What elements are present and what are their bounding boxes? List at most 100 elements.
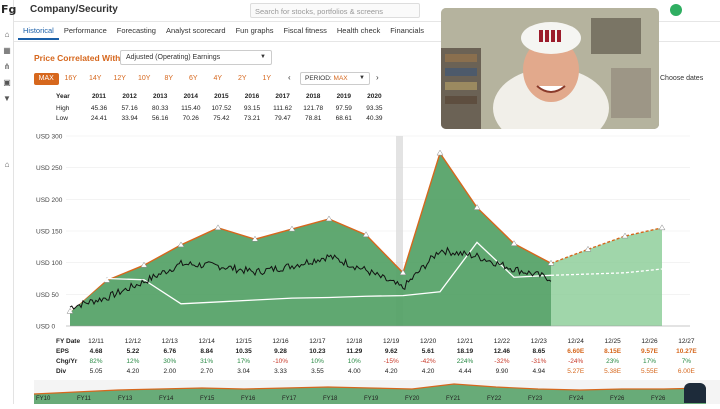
tab-analyst-scorecard[interactable]: Analyst scorecard xyxy=(165,26,226,35)
avatar[interactable] xyxy=(670,4,682,16)
home-icon[interactable]: ⌂ xyxy=(4,30,10,39)
low-cell: 33.94 xyxy=(121,115,138,122)
div-cell: 3.55 xyxy=(311,368,324,375)
fy-date-label: FY Date xyxy=(56,338,81,345)
chevron-down-icon: ▼ xyxy=(260,54,266,60)
period-select[interactable]: PERIOD: MAX ▼ xyxy=(300,72,370,85)
fair-value-marker[interactable] xyxy=(473,204,481,210)
tab-fiscal-fitness[interactable]: Fiscal fitness xyxy=(283,26,327,35)
fair-value-marker[interactable] xyxy=(547,259,555,266)
eps-cell: 5.22 xyxy=(126,348,140,355)
metric-select[interactable]: Adjusted (Operating) Earnings ▼ xyxy=(120,50,272,65)
price-chart[interactable]: USD 300 USD 250 USD 200 USD 150 USD 100 USD 5… xyxy=(0,128,720,338)
home-secondary-icon[interactable]: ⌂ xyxy=(4,160,10,169)
prev-arrow-icon[interactable]: ‹ xyxy=(288,73,291,82)
div-cell: 4.94 xyxy=(532,368,546,375)
fair-value-marker[interactable] xyxy=(510,240,518,246)
eps-cell: 9.57E xyxy=(641,348,658,355)
tab-historical[interactable]: Historical xyxy=(18,24,59,40)
range-1y[interactable]: 1Y xyxy=(262,75,272,82)
fair-value-marker[interactable] xyxy=(325,215,333,222)
range-4y[interactable]: 4Y xyxy=(213,75,223,82)
low-cell: 68.61 xyxy=(335,115,352,122)
high-cell: 97.59 xyxy=(335,105,352,112)
range-12y[interactable]: 12Y xyxy=(113,75,126,82)
range-14y[interactable]: 14Y xyxy=(89,75,102,82)
highlight-band xyxy=(396,136,403,326)
eps-cell: 12.46 xyxy=(493,348,511,355)
app-logo[interactable]: Fg xyxy=(1,3,17,16)
tab-financials[interactable]: Financials xyxy=(390,26,425,35)
range-6y[interactable]: 6Y xyxy=(188,75,198,82)
choose-dates-link[interactable]: Choose dates xyxy=(660,75,704,82)
normal-pe-line xyxy=(69,241,552,312)
fy-date-cell: 12/17 xyxy=(309,338,326,345)
network-icon[interactable]: ⋔ xyxy=(3,62,11,71)
tab-forecasting[interactable]: Forecasting xyxy=(116,26,156,35)
tab-performance[interactable]: Performance xyxy=(63,26,107,35)
navigator-chart[interactable]: FY10 FY11 FY13 FY14 FY15 FY16 FY17 FY18 FY19 FY20… xyxy=(33,380,720,404)
fair-value-marker[interactable] xyxy=(362,231,370,238)
range-max[interactable]: MAX xyxy=(34,73,59,85)
chg-cell: 31% xyxy=(200,358,214,365)
eps-cell: 9.62 xyxy=(384,348,398,355)
metric-select-value: Adjusted (Operating) Earnings xyxy=(126,54,221,61)
fair-value-marker[interactable] xyxy=(584,245,592,252)
y-tick-label: USD 300 xyxy=(36,134,63,141)
tab-fun-graphs[interactable]: Fun graphs xyxy=(235,26,274,35)
range-16y[interactable]: 16Y xyxy=(64,75,77,82)
fair-value-marker[interactable] xyxy=(251,235,259,242)
y-tick-label: USD 200 xyxy=(36,197,63,204)
tabs-divider xyxy=(14,41,720,42)
chat-widget-button[interactable] xyxy=(684,383,706,403)
fair-value-marker[interactable] xyxy=(177,241,185,248)
range-8y[interactable]: 8Y xyxy=(164,75,174,82)
tab-health-check[interactable]: Health check xyxy=(336,26,381,35)
filter-icon[interactable]: ▼ xyxy=(3,94,11,103)
year-label: Year xyxy=(56,93,70,100)
range-10y[interactable]: 10Y xyxy=(138,75,151,82)
range-2y[interactable]: 2Y xyxy=(237,75,247,82)
chart-icon[interactable]: ▦ xyxy=(3,46,11,55)
high-cell: 93.15 xyxy=(243,105,261,112)
div-cell: 3.33 xyxy=(274,368,287,375)
fair-value-marker[interactable] xyxy=(436,149,444,156)
y-tick-label: USD 50 xyxy=(36,292,59,299)
high-cell: 115.40 xyxy=(181,105,201,112)
div-cell: 5.05 xyxy=(89,368,103,375)
high-cell: 57.16 xyxy=(121,105,138,112)
fair-value-marker[interactable] xyxy=(399,269,407,276)
year-cell: 2014 xyxy=(183,93,199,100)
year-cell: 2013 xyxy=(152,93,168,100)
chg-cell: 30% xyxy=(163,358,177,365)
fy-date-cell: 12/23 xyxy=(530,338,547,345)
price-line xyxy=(69,246,552,310)
next-arrow-icon[interactable]: › xyxy=(376,73,379,82)
search-input[interactable]: Search for stocks, portfolios & screens xyxy=(250,3,420,18)
div-cell: 4.20 xyxy=(421,368,435,375)
chg-cell: -10% xyxy=(272,358,289,365)
chart-svg: USD 300 USD 250 USD 200 USD 150 USD 100 USD 5… xyxy=(36,134,690,331)
navigator-tick-label: FY24 xyxy=(569,396,584,402)
eps-cell: 4.68 xyxy=(89,348,103,355)
high-cell: 107.52 xyxy=(211,105,232,112)
fair-value-marker[interactable] xyxy=(140,261,148,268)
fair-value-marker[interactable] xyxy=(214,224,222,231)
div-label: Div xyxy=(56,368,67,375)
chg-cell: 224% xyxy=(456,358,474,365)
high-cell: 121.78 xyxy=(303,105,324,112)
div-cell: 4.20 xyxy=(384,368,398,375)
high-label: High xyxy=(56,105,70,112)
fair-value-marker[interactable] xyxy=(288,225,296,232)
fair-value-marker[interactable] xyxy=(658,224,666,231)
div-cell: 4.20 xyxy=(126,368,140,375)
fair-value-marker[interactable] xyxy=(621,232,629,239)
fy-date-cell: 12/12 xyxy=(124,338,142,345)
navigator-tick-label: FY15 xyxy=(200,396,215,402)
div-cell: 4.44 xyxy=(458,368,472,375)
year-cell: 2015 xyxy=(214,93,229,100)
briefcase-icon[interactable]: ▣ xyxy=(3,78,11,87)
normal-pe-estimate-line xyxy=(550,268,663,276)
fy-date-cell: 12/11 xyxy=(88,338,104,345)
top-bar: Company/Security Search for stocks, port… xyxy=(14,0,720,22)
